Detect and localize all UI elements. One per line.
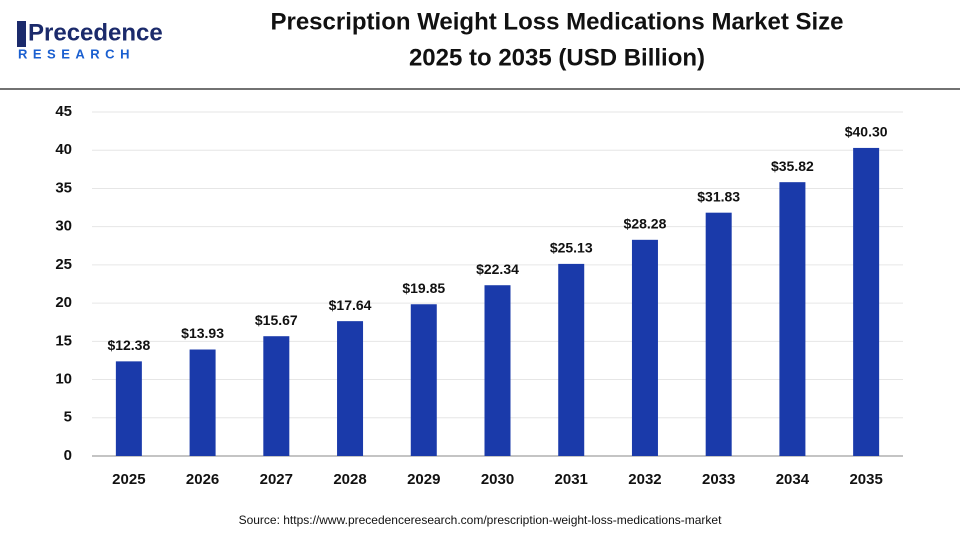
x-tick-label: 2035 <box>849 471 882 488</box>
chart-title: Prescription Weight Loss Medications Mar… <box>270 8 843 35</box>
y-tick-label: 10 <box>55 371 72 388</box>
y-tick-label: 15 <box>55 332 72 349</box>
bar <box>853 147 880 456</box>
x-tick-label: 2031 <box>555 471 588 488</box>
x-tick-label: 2029 <box>407 471 440 488</box>
value-label: $28.28 <box>624 216 667 232</box>
y-tick-label: 40 <box>55 141 72 158</box>
bar <box>189 349 216 456</box>
y-tick-label: 30 <box>55 218 72 235</box>
y-tick-label: 0 <box>64 447 72 464</box>
logo-icon <box>17 21 26 47</box>
value-label: $25.13 <box>550 240 593 256</box>
bar <box>558 263 585 456</box>
bar <box>779 182 806 456</box>
x-tick-label: 2034 <box>776 471 810 488</box>
x-tick-label: 2028 <box>333 471 366 488</box>
value-label: $35.82 <box>771 158 814 174</box>
logo-tagline: RESEARCH <box>18 46 135 61</box>
bar <box>263 336 290 456</box>
x-tick-label: 2033 <box>702 471 735 488</box>
value-label: $22.34 <box>476 261 519 277</box>
value-label: $19.85 <box>402 280 445 296</box>
source: Source: https://www.precedenceresearch.c… <box>239 513 723 527</box>
chart-subtitle: 2025 to 2035 (USD Billion) <box>409 44 705 71</box>
value-label: $31.83 <box>697 188 740 204</box>
bar <box>484 285 511 456</box>
bar <box>115 361 142 456</box>
bar <box>410 304 437 456</box>
value-label: $15.67 <box>255 312 298 328</box>
x-tick-label: 2032 <box>628 471 661 488</box>
y-tick-label: 20 <box>55 294 72 311</box>
bar <box>337 321 364 456</box>
value-label: $13.93 <box>181 325 224 341</box>
y-tick-label: 25 <box>55 256 72 273</box>
y-tick-label: 45 <box>55 103 72 120</box>
bar <box>631 239 658 456</box>
value-label: $12.38 <box>107 337 150 353</box>
y-tick-label: 35 <box>55 179 72 196</box>
x-tick-label: 2030 <box>481 471 514 488</box>
x-tick-label: 2026 <box>186 471 219 488</box>
logo-name: Precedence <box>28 19 163 46</box>
y-tick-label: 5 <box>64 409 72 426</box>
bar <box>705 212 732 456</box>
value-label: $40.30 <box>845 124 888 140</box>
x-tick-label: 2027 <box>260 471 293 488</box>
x-tick-label: 2025 <box>112 471 145 488</box>
value-label: $17.64 <box>329 297 372 313</box>
